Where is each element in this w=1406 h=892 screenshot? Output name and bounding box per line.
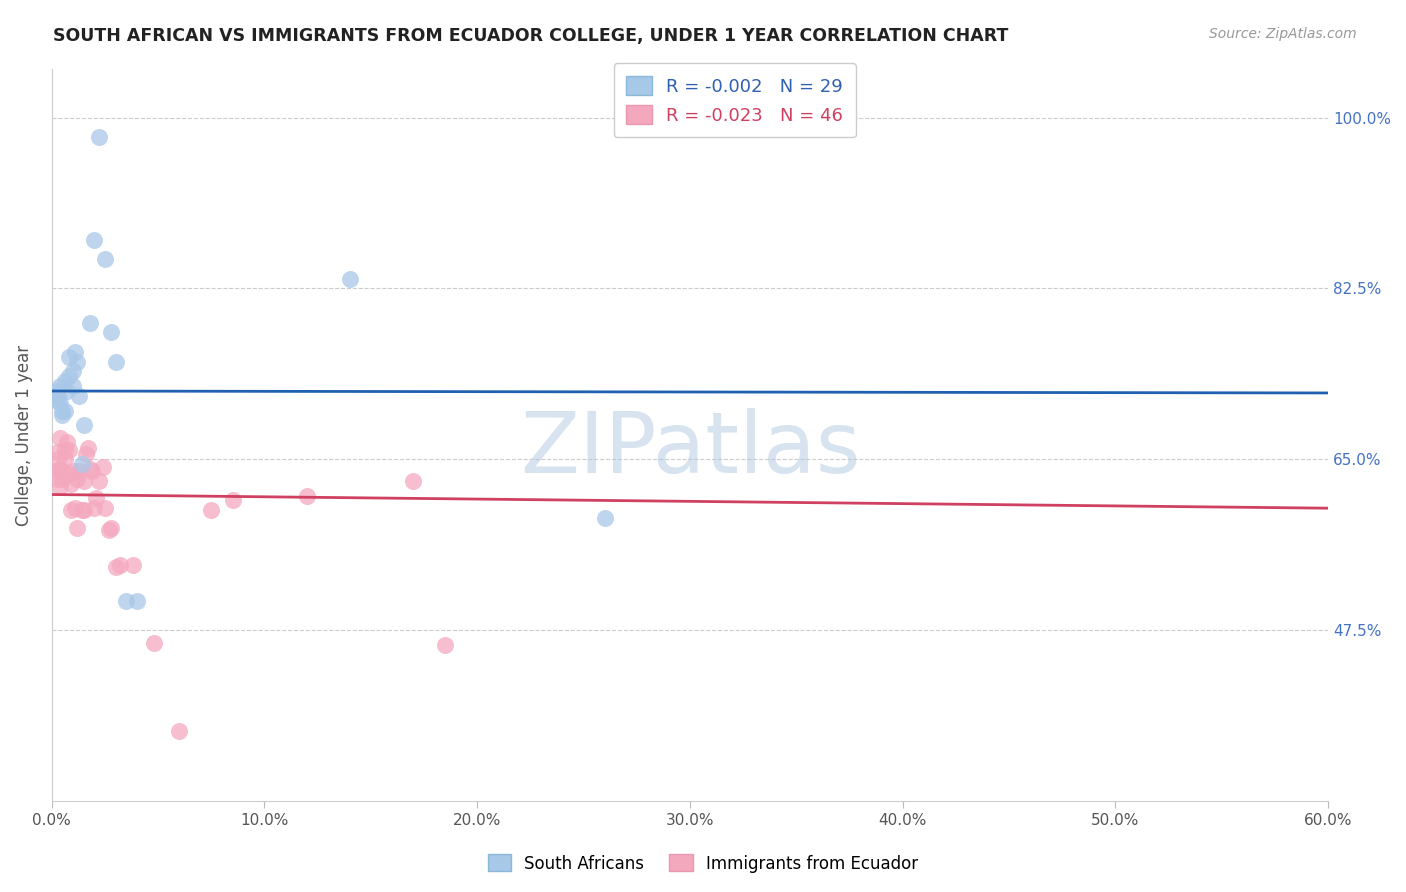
Point — [83, 501, 105, 516]
Point — [55, 384, 77, 398]
Point — [53, 452, 76, 467]
Point — [55, 434, 77, 449]
Point — [49, 395, 72, 409]
Point — [51, 464, 73, 478]
Point — [104, 355, 127, 369]
Point — [94, 501, 117, 516]
Point — [73, 474, 96, 488]
Point — [87, 474, 110, 488]
Point — [53, 403, 76, 417]
Point — [58, 350, 80, 364]
Point — [91, 460, 114, 475]
Point — [200, 503, 222, 517]
Point — [46, 472, 69, 486]
Point — [62, 464, 84, 478]
Point — [339, 271, 361, 285]
Point — [221, 493, 243, 508]
Point — [58, 369, 80, 384]
Text: SOUTH AFRICAN VS IMMIGRANTS FROM ECUADOR COLLEGE, UNDER 1 YEAR CORRELATION CHART: SOUTH AFRICAN VS IMMIGRANTS FROM ECUADOR… — [53, 27, 1008, 45]
Point — [51, 403, 73, 417]
Point — [142, 636, 165, 650]
Point — [125, 594, 148, 608]
Point — [51, 472, 73, 486]
Point — [49, 379, 72, 393]
Legend: South Africans, Immigrants from Ecuador: South Africans, Immigrants from Ecuador — [481, 847, 925, 880]
Point — [77, 441, 100, 455]
Point — [46, 452, 69, 467]
Point — [59, 503, 82, 517]
Point — [295, 490, 318, 504]
Point — [73, 418, 96, 433]
Text: ZIPatlas: ZIPatlas — [520, 409, 860, 491]
Point — [70, 503, 93, 517]
Point — [66, 521, 89, 535]
Point — [67, 389, 90, 403]
Point — [434, 638, 457, 652]
Point — [45, 389, 67, 403]
Point — [49, 480, 72, 494]
Point — [94, 252, 117, 267]
Point — [108, 558, 131, 572]
Point — [62, 379, 84, 393]
Point — [79, 462, 101, 476]
Point — [593, 511, 616, 525]
Point — [49, 462, 72, 476]
Point — [46, 389, 69, 403]
Point — [104, 559, 127, 574]
Point — [67, 464, 90, 478]
Point — [86, 491, 108, 506]
Point — [70, 457, 93, 471]
Point — [73, 503, 96, 517]
Point — [53, 442, 76, 457]
Text: Source: ZipAtlas.com: Source: ZipAtlas.com — [1209, 27, 1357, 41]
Point — [98, 523, 121, 537]
Point — [62, 364, 84, 378]
Point — [87, 130, 110, 145]
Point — [63, 345, 86, 359]
Point — [46, 444, 69, 458]
Point — [58, 467, 80, 481]
Point — [45, 384, 67, 398]
Point — [115, 594, 138, 608]
Point — [66, 355, 89, 369]
Point — [63, 501, 86, 516]
Point — [169, 723, 191, 738]
Point — [75, 448, 97, 462]
Point — [45, 464, 67, 478]
Point — [46, 393, 69, 408]
Point — [49, 431, 72, 445]
Point — [53, 374, 76, 388]
Point — [82, 464, 104, 478]
Point — [402, 474, 425, 488]
Point — [58, 442, 80, 457]
Point — [100, 521, 122, 535]
Legend: R = -0.002   N = 29, R = -0.023   N = 46: R = -0.002 N = 29, R = -0.023 N = 46 — [613, 63, 856, 137]
Point — [59, 476, 82, 491]
Point — [66, 472, 89, 486]
Point — [121, 558, 143, 572]
Point — [51, 409, 73, 423]
Point — [79, 316, 101, 330]
Y-axis label: College, Under 1 year: College, Under 1 year — [15, 344, 32, 525]
Point — [83, 233, 105, 247]
Point — [100, 326, 122, 340]
